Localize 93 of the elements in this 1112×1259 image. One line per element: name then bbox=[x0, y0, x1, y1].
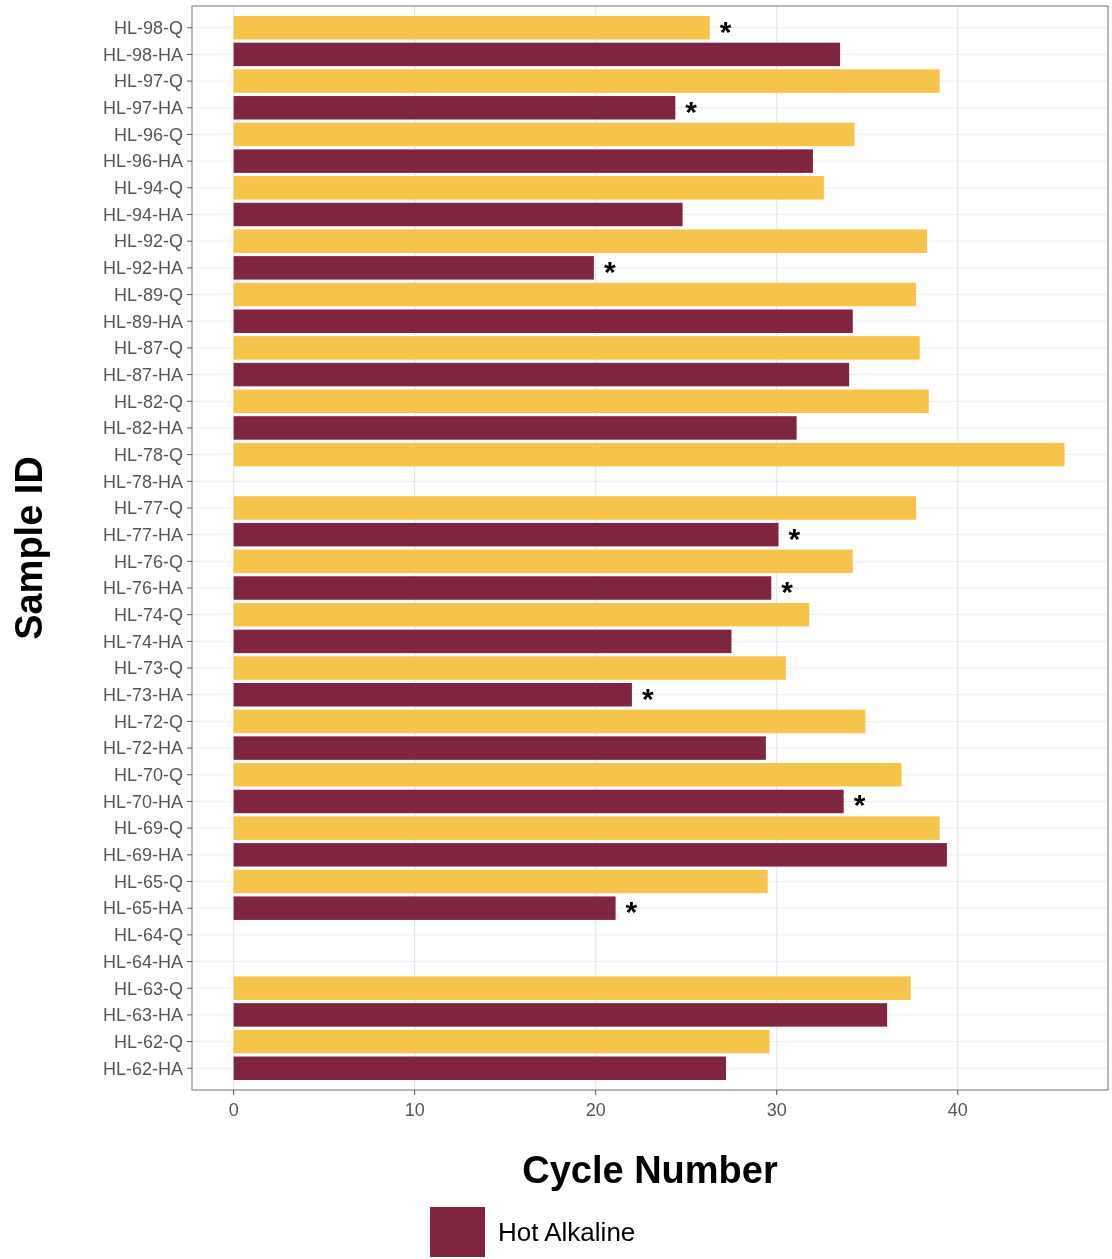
bar bbox=[233, 736, 766, 760]
bar bbox=[233, 416, 797, 440]
annotation: * bbox=[788, 521, 801, 555]
y-tick-label: HL-78-HA bbox=[102, 471, 183, 492]
legend-label: Hot Alkaline bbox=[498, 1217, 636, 1248]
y-tick-label: HL-89-HA bbox=[102, 311, 183, 332]
bar bbox=[233, 656, 786, 680]
bar bbox=[233, 789, 844, 814]
y-tick-label: HL-94-HA bbox=[102, 204, 183, 225]
y-tick-label: HL-73-Q bbox=[113, 658, 183, 679]
bar bbox=[233, 176, 824, 200]
x-axis-title: Cycle Number bbox=[522, 1149, 778, 1191]
x-tick-label: 0 bbox=[228, 1100, 239, 1120]
y-tick-label: HL-97-Q bbox=[113, 71, 183, 92]
bar bbox=[233, 122, 855, 147]
bar bbox=[233, 496, 917, 520]
bar bbox=[233, 96, 676, 120]
bar bbox=[233, 149, 813, 173]
y-tick-label: HL-92-Q bbox=[113, 231, 183, 252]
y-tick-label: HL-65-Q bbox=[113, 871, 183, 892]
y-tick-label: HL-76-HA bbox=[102, 578, 183, 599]
y-tick-label: HL-69-HA bbox=[102, 845, 183, 866]
y-tick-label: HL-70-HA bbox=[102, 791, 183, 812]
bar bbox=[233, 389, 929, 413]
bar bbox=[233, 1056, 727, 1080]
bar bbox=[233, 42, 841, 67]
annotation: * bbox=[853, 788, 866, 822]
bar bbox=[233, 683, 632, 707]
y-tick-label: HL-64-HA bbox=[102, 951, 183, 972]
y-tick-label: HL-69-Q bbox=[113, 818, 183, 839]
y-tick-label: HL-98-Q bbox=[113, 18, 183, 39]
bar bbox=[233, 16, 710, 40]
annotation: * bbox=[685, 94, 698, 128]
bar bbox=[233, 442, 1065, 467]
y-tick-label: HL-74-Q bbox=[113, 605, 183, 625]
bar bbox=[233, 709, 866, 734]
bar bbox=[233, 843, 947, 867]
annotation: * bbox=[625, 895, 638, 929]
annotation: * bbox=[641, 681, 654, 715]
bar bbox=[233, 256, 594, 280]
y-tick-label: HL-62-HA bbox=[102, 1058, 183, 1079]
bar bbox=[233, 309, 853, 333]
y-tick-label: HL-97-HA bbox=[102, 98, 183, 119]
x-tick-label: 30 bbox=[766, 1100, 787, 1120]
y-tick-label: HL-63-Q bbox=[113, 978, 183, 999]
y-tick-label: HL-82-HA bbox=[102, 418, 183, 439]
bar bbox=[233, 229, 927, 253]
y-tick-label: HL-72-HA bbox=[102, 738, 183, 759]
x-tick-label: 20 bbox=[585, 1100, 606, 1120]
annotation: * bbox=[719, 14, 732, 48]
y-tick-label: HL-76-Q bbox=[113, 551, 183, 572]
annotation: * bbox=[603, 254, 616, 288]
y-tick-label: HL-96-Q bbox=[113, 124, 183, 145]
y-tick-label: HL-78-Q bbox=[113, 444, 183, 465]
bar bbox=[233, 602, 810, 627]
y-tick-label: HL-96-HA bbox=[102, 151, 183, 172]
y-tick-label: HL-63-HA bbox=[102, 1005, 183, 1026]
bar bbox=[233, 549, 853, 574]
y-tick-label: HL-77-HA bbox=[102, 524, 183, 545]
y-tick-label: HL-65-HA bbox=[102, 898, 183, 919]
bar bbox=[233, 816, 940, 840]
y-tick-label: HL-87-HA bbox=[102, 364, 183, 385]
y-tick-label: HL-73-HA bbox=[102, 685, 183, 706]
y-tick-label: HL-64-Q bbox=[113, 925, 183, 946]
bar bbox=[233, 1029, 770, 1054]
y-tick-label: HL-92-HA bbox=[102, 258, 183, 279]
bar bbox=[233, 336, 920, 360]
bar bbox=[233, 763, 902, 787]
bar bbox=[233, 629, 732, 654]
y-tick-label: HL-70-Q bbox=[113, 765, 183, 786]
bar bbox=[233, 976, 911, 1000]
y-tick-label: HL-74-HA bbox=[102, 631, 183, 652]
y-tick-label: HL-87-Q bbox=[113, 338, 183, 359]
bar bbox=[233, 202, 683, 227]
bar bbox=[233, 522, 779, 547]
bar bbox=[233, 362, 850, 387]
x-tick-label: 10 bbox=[404, 1100, 425, 1120]
bar bbox=[233, 896, 616, 920]
bar bbox=[233, 69, 940, 93]
y-tick-label: HL-72-Q bbox=[113, 711, 183, 732]
y-tick-label: HL-94-Q bbox=[113, 178, 183, 199]
bar bbox=[233, 576, 772, 600]
y-tick-label: HL-89-Q bbox=[113, 284, 183, 305]
bar bbox=[233, 282, 917, 307]
y-tick-label: HL-62-Q bbox=[113, 1031, 183, 1052]
bar bbox=[233, 869, 768, 894]
y-axis-title: Sample ID bbox=[8, 456, 50, 640]
annotation: * bbox=[781, 575, 794, 609]
y-tick-label: HL-98-HA bbox=[102, 44, 183, 65]
y-tick-label: HL-82-Q bbox=[113, 391, 183, 412]
bar bbox=[233, 1003, 888, 1027]
y-tick-label: HL-77-Q bbox=[113, 498, 183, 519]
x-tick-label: 40 bbox=[947, 1100, 968, 1120]
